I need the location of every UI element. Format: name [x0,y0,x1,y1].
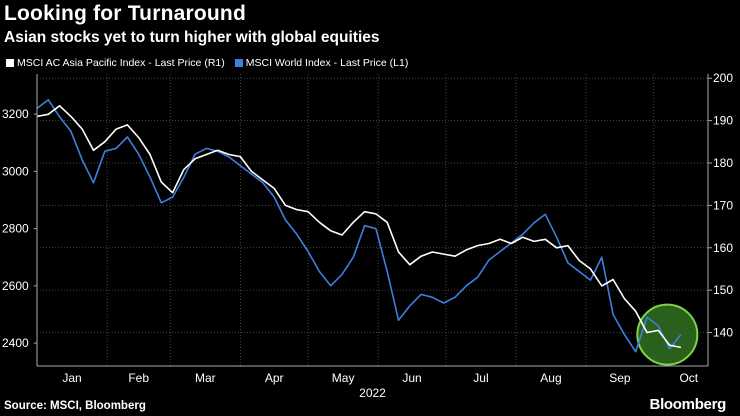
source-note: Source: MSCI, Bloomberg [4,400,146,412]
left-tick-label: 2400 [2,336,29,350]
x-tick-label: Feb [128,371,149,385]
x-tick-label: Aug [540,371,561,385]
left-tick-label: 2800 [2,222,29,236]
right-tick-label: 150 [713,283,733,297]
legend-swatch-world [234,59,243,67]
left-tick-label: 2600 [2,279,29,293]
bloomberg-logo: Bloomberg [649,396,727,413]
legend-item-asia: MSCI AC Asia Pacific Index - Last Price … [6,57,225,69]
left-tick-label: 3000 [2,164,29,178]
legend-label-world: MSCI World Index - Last Price (L1) [245,57,409,69]
chart-subtitle: Asian stocks yet to turn higher with glo… [4,29,380,46]
highlight-circle [636,303,699,366]
right-tick-label: 160 [713,241,733,255]
x-tick-label: Jul [473,371,488,385]
chart-title: Looking for Turnaround [4,2,246,25]
series-line-asia-pacific [36,105,682,349]
grid-lines [37,74,708,366]
series-line-world [36,99,682,353]
x-tick-label: May [332,371,355,385]
right-tick-label: 170 [713,198,733,212]
right-tick-label: 140 [713,326,733,340]
highlight-annotation [636,303,699,366]
x-year-label: 2022 [359,386,386,400]
x-tick-label: Mar [195,371,216,385]
x-tick-label: Jan [62,371,81,385]
legend-item-world: MSCI World Index - Last Price (L1) [234,57,409,69]
axes: Jan Feb Mar Apr May Jun Jul Aug Sep Oct 2022 3200 30… [2,71,733,400]
x-tick-label: Sep [609,371,631,385]
left-tick-label: 3200 [2,107,29,121]
right-tick-label: 190 [713,114,733,128]
x-tick-label: Jun [402,371,421,385]
right-tick-label: 200 [713,71,733,85]
x-tick-label: Oct [679,371,698,385]
x-tick-label: Apr [265,371,284,385]
right-tick-label: 180 [713,156,733,170]
legend-swatch-asia [6,59,14,67]
legend: MSCI AC Asia Pacific Index - Last Price … [6,56,408,70]
series-lines [36,99,682,353]
legend-label-asia: MSCI AC Asia Pacific Index - Last Price … [17,57,225,69]
